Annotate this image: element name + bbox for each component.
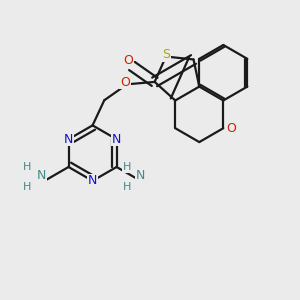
Text: N: N — [37, 169, 46, 182]
Text: O: O — [123, 53, 133, 67]
Text: N: N — [136, 169, 145, 182]
Text: N: N — [112, 133, 121, 146]
Text: N: N — [64, 133, 73, 146]
Text: N: N — [88, 174, 97, 188]
Text: O: O — [226, 122, 236, 135]
Text: S: S — [162, 48, 170, 61]
Text: H: H — [123, 162, 131, 172]
Text: H: H — [22, 182, 31, 192]
Text: H: H — [123, 182, 131, 192]
Text: O: O — [120, 76, 130, 89]
Text: H: H — [22, 162, 31, 172]
